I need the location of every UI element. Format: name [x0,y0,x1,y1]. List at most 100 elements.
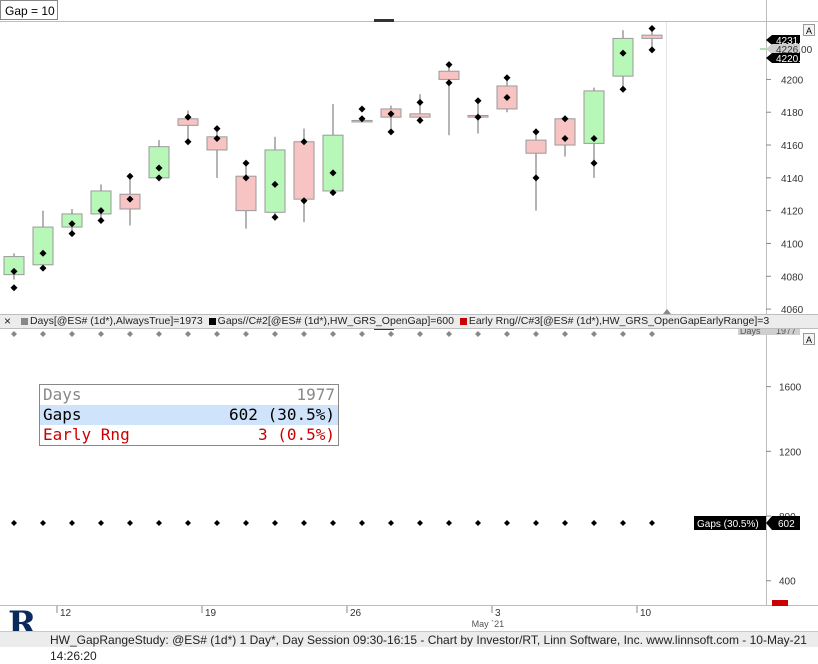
gap-dot [475,520,481,526]
signal-diamond [155,174,163,182]
days-diamond [243,331,249,337]
close-icon[interactable]: × [4,314,12,328]
candle[interactable] [264,136,286,221]
days-axis-marker: Days 1977 [738,326,800,336]
legend-swatch-gaps [208,318,216,325]
signal-diamond [561,115,569,123]
stats-row-gaps: Gaps 602 (30.5%) [40,405,338,425]
signal-diamond [648,25,656,33]
gaps-marker-label: Gaps (30.5%) [697,519,759,530]
signal-diamond [10,267,18,275]
signal-diamond [39,249,47,257]
price-chart[interactable]: 406040804100412041404160418042004231.004… [0,0,818,631]
days-diamond [562,331,568,337]
study-legend-bar[interactable]: × Days[@ES# (1d*),AlwaysTrue]=1973 Gaps/… [0,314,818,329]
signal-diamond [68,230,76,238]
candle[interactable] [90,184,112,223]
gap-dot [504,520,510,526]
scroll-up-icon[interactable] [663,309,671,314]
signal-diamond [619,85,627,93]
legend-item-early-rng[interactable]: Early Rng//C#3[@ES# (1d*),HW_GRS_OpenGap… [468,315,770,327]
price-tick-label: 4160 [781,141,804,152]
days-diamond [504,331,510,337]
signal-diamond [648,46,656,54]
days-diamond [475,331,481,337]
stats-value: 1977 [296,385,335,404]
gap-dot [214,520,220,526]
price-tick-label: 4100 [781,239,804,250]
signal-diamond [329,189,337,197]
candle[interactable] [525,128,547,211]
gap-dot [330,520,336,526]
gap-dot [11,520,17,526]
candle[interactable] [322,104,344,195]
days-diamond [359,331,365,337]
gap-dot [533,520,539,526]
days-marker-label: Days [740,326,761,336]
signal-diamond [416,98,424,106]
time-tick-label: 19 [205,608,217,619]
gap-dot [301,520,307,526]
gap-dot [156,520,162,526]
time-tick-label: 12 [60,608,72,619]
price-tick-label: 4180 [781,108,804,119]
signal-diamond [358,115,366,123]
gap-dot [185,520,191,526]
gap-dot [127,520,133,526]
lower-axis-auto-button[interactable]: A [803,333,815,345]
gap-dot [591,520,597,526]
signal-diamond [271,213,279,221]
signal-diamond [184,113,192,121]
signal-diamond [126,195,134,203]
stats-row-days: Days 1977 [40,385,338,405]
signal-diamond [561,134,569,142]
days-diamond [214,331,220,337]
signal-diamond [242,174,250,182]
svg-text:4231.00: 4231.00 [776,36,813,47]
signal-diamond [445,61,453,69]
signal-diamond [271,180,279,188]
price-tick-label: 4140 [781,174,804,185]
days-diamond [417,331,423,337]
days-marker-value: 1977 [776,326,796,336]
signal-diamond [39,264,47,272]
pane-grip-top[interactable] [374,19,394,22]
candle[interactable] [3,253,25,280]
price-tick-label: 4200 [781,75,804,86]
gap-dot [98,520,104,526]
signal-diamond [155,164,163,172]
lower-axis-red-marker [772,600,788,606]
candle[interactable] [206,126,228,178]
signal-diamond [68,220,76,228]
candle[interactable] [235,161,257,229]
signal-diamond [213,125,221,133]
lower-tick-label: 400 [779,577,796,588]
candle[interactable] [32,210,54,269]
stats-row-early-rng: Early Rng 3 (0.5%) [40,425,338,445]
gap-dot [562,520,568,526]
gap-dot [417,520,423,526]
price-axis-auto-button[interactable]: A [803,24,815,36]
candle[interactable] [612,30,634,90]
legend-swatch-early-rng [459,318,467,325]
days-diamond [649,331,655,337]
price-tick-label: 4120 [781,207,804,218]
stats-value: 602 (30.5%) [229,405,335,424]
signal-diamond [416,116,424,124]
gap-dot [446,520,452,526]
candle[interactable] [438,63,460,136]
price-marker: 4226.00 [766,44,813,56]
gap-dot [69,520,75,526]
gap-setting-label[interactable]: Gap = 10 [0,0,58,20]
legend-swatch-days [20,318,28,325]
lower-tick-label: 1200 [779,447,802,458]
legend-item-gaps[interactable]: Gaps//C#2[@ES# (1d*),HW_GRS_OpenGap]=600 [217,315,454,327]
stats-name: Days [43,385,82,404]
gaps-marker-value: 602 [778,519,795,530]
days-diamond [40,331,46,337]
signal-diamond [532,128,540,136]
days-diamond [533,331,539,337]
price-marker: 4231.00 [766,35,813,47]
days-diamond [11,331,17,337]
legend-item-days[interactable]: Days[@ES# (1d*),AlwaysTrue]=1973 [29,315,203,327]
